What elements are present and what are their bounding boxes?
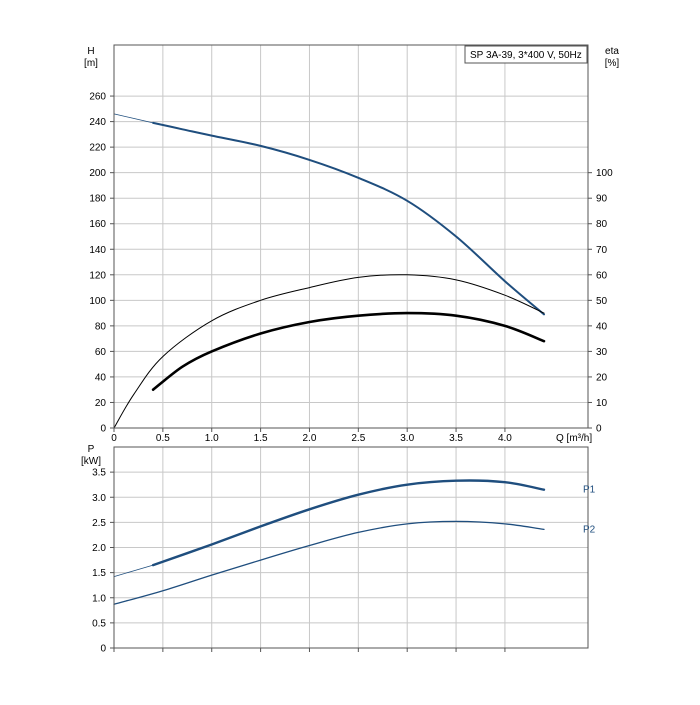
power-y-tick-label: 0 xyxy=(100,644,106,655)
y2-tick-label: 10 xyxy=(596,398,608,409)
y-tick-labels: 0 20 40 60 80 100 120 140 160 180 200 220 240 260 xyxy=(89,92,114,435)
head-series-line-1 xyxy=(113,113,154,124)
power-panel: 0 0.5 1.0 1.5 2.0 2.5 3.0 3.5 P1 P2 P [kW] xyxy=(81,444,596,655)
head-grid xyxy=(114,45,588,428)
power-axis-label: P xyxy=(88,444,95,455)
y-tick-label: 40 xyxy=(95,372,107,383)
y-tick-label: 120 xyxy=(89,270,106,281)
y-tick-label: 220 xyxy=(89,143,106,154)
power-series-group xyxy=(113,479,546,605)
y-tick-label: 180 xyxy=(89,194,106,205)
y-tick-label: 140 xyxy=(89,245,106,256)
head-plot-frame xyxy=(113,44,589,429)
y2-axis-label: eta xyxy=(605,46,619,57)
head-series-line-0 xyxy=(152,121,545,316)
head-efficiency-panel: 0 0.5 1.0 1.5 2.0 2.5 3.0 3.5 4.0 02040608010012… xyxy=(84,44,620,444)
y2-tick-label: 100 xyxy=(596,168,613,179)
power-series-line-0 xyxy=(151,479,546,567)
power-series-line-2 xyxy=(113,520,545,605)
x-tick-label: 1.0 xyxy=(205,433,219,444)
y2-tick-label: 80 xyxy=(596,219,608,230)
head-plot-area xyxy=(114,45,588,428)
y2-tick-label: 60 xyxy=(596,270,608,281)
y2-tick-label: 40 xyxy=(596,321,608,332)
head-series-line-3 xyxy=(151,311,546,391)
chart-title: SP 3A-39, 3*400 V, 50Hz xyxy=(470,50,582,61)
x-tick-label: 1.5 xyxy=(254,433,268,444)
power-y-tick-label: 1.0 xyxy=(92,593,106,604)
power-y-tick-labels: 0 0.5 1.0 1.5 2.0 2.5 3.0 3.5 xyxy=(92,468,114,655)
y-tick-label: 60 xyxy=(95,347,107,358)
x-tick-label: 3.0 xyxy=(400,433,414,444)
y-axis-label: H xyxy=(87,46,94,57)
y2-tick-label: 50 xyxy=(596,296,608,307)
y-tick-label: 80 xyxy=(95,321,107,332)
y-tick-label: 100 xyxy=(89,296,106,307)
x-tick-labels: 0 0.5 1.0 1.5 2.0 2.5 3.0 3.5 4.0 xyxy=(111,428,512,444)
power-series-labels: P1 P2 xyxy=(583,485,596,536)
power-y-tick-label: 3.0 xyxy=(92,493,106,504)
head-series-group xyxy=(113,113,546,429)
series-label-p1: P1 xyxy=(583,485,596,496)
y-tick-label: 0 xyxy=(100,424,106,435)
power-axis-unit: [kW] xyxy=(81,456,101,467)
title-box xyxy=(464,45,588,64)
x-tick-label: 0 xyxy=(111,433,117,444)
x-axis-label: Q [m³/h] xyxy=(556,433,592,444)
x-tick-label: 2.0 xyxy=(303,433,317,444)
series-label-p2: P2 xyxy=(583,524,596,535)
power-grid xyxy=(113,447,588,652)
y2-tick-label: 70 xyxy=(596,245,608,256)
x-tick-label: 0.5 xyxy=(156,433,170,444)
power-y-tick-label: 0.5 xyxy=(92,618,106,629)
x-tick-label: 4.0 xyxy=(498,433,512,444)
y2-tick-labels: 0 10 20 30 40 50 60 70 80 90 100 xyxy=(588,168,613,435)
y-tick-label: 200 xyxy=(89,168,106,179)
y2-tick-label: 30 xyxy=(596,347,608,358)
power-y-tick-label: 3.5 xyxy=(92,468,106,479)
y-tick-label: 160 xyxy=(89,219,106,230)
head-series-line-2 xyxy=(113,274,545,429)
y2-tick-label: 20 xyxy=(596,372,608,383)
y2-axis-unit: [%] xyxy=(605,58,620,69)
power-y-tick-label: 2.0 xyxy=(92,543,106,554)
power-y-tick-label: 2.5 xyxy=(92,518,106,529)
y-tick-label: 240 xyxy=(89,117,106,128)
power-series-line-1 xyxy=(113,564,154,577)
y2-tick-label: 0 xyxy=(596,424,602,435)
y-tick-label: 20 xyxy=(95,398,107,409)
y-tick-label: 260 xyxy=(89,92,106,103)
x-tick-label: 2.5 xyxy=(351,433,365,444)
y-axis-unit: [m] xyxy=(84,58,98,69)
x-tick-label: 3.5 xyxy=(449,433,463,444)
power-y-tick-label: 1.5 xyxy=(92,568,106,579)
y2-tick-label: 90 xyxy=(596,194,608,205)
